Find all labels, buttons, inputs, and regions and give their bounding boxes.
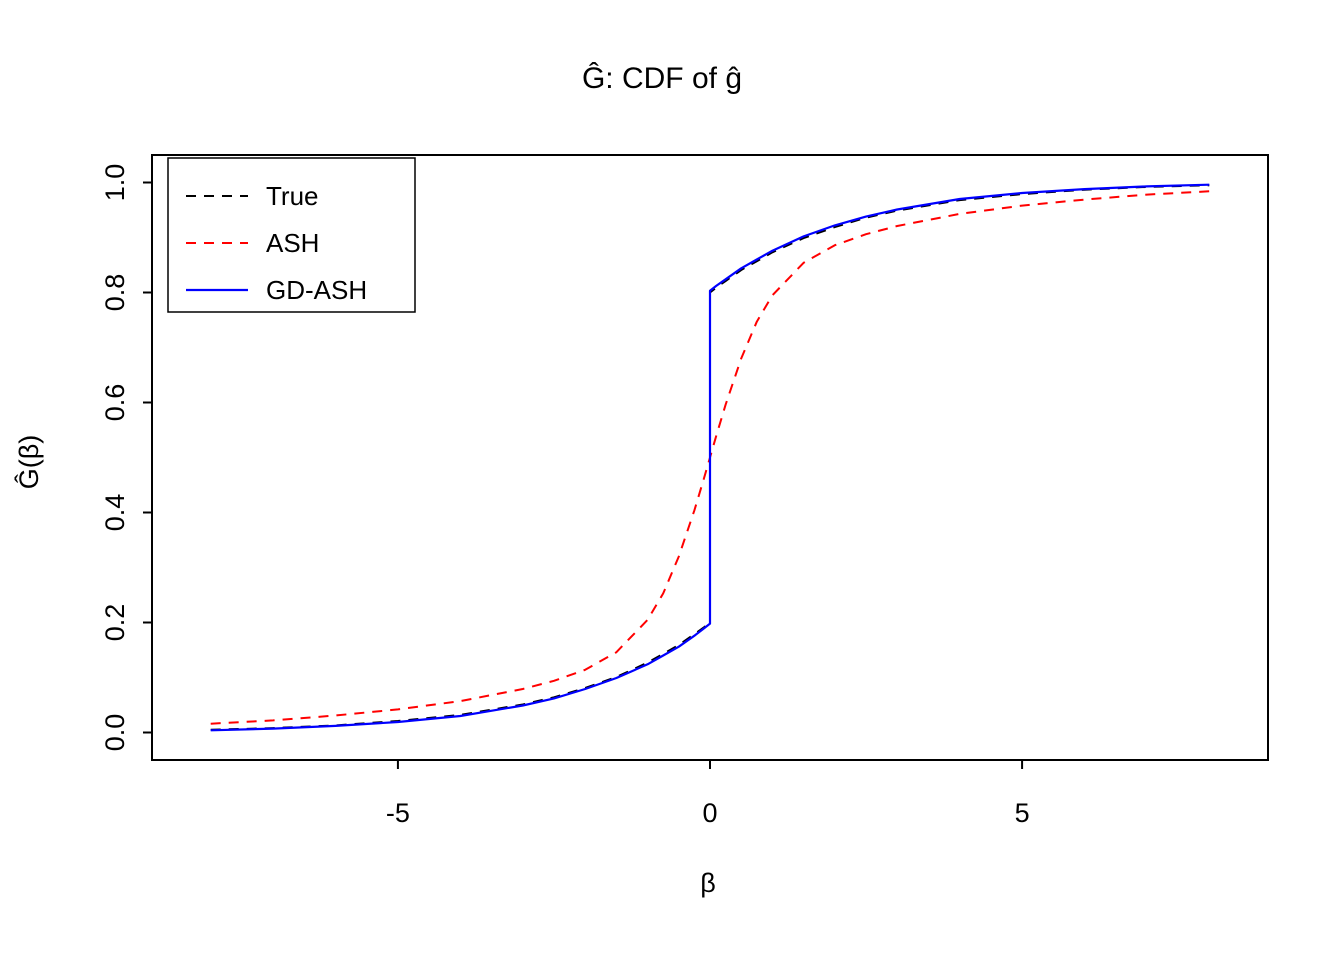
legend-label-gd-ash: GD-ASH [266, 275, 367, 305]
y-tick-label: 0.6 [100, 384, 130, 422]
y-tick-label: 0.8 [100, 274, 130, 312]
axis-ticks [143, 181, 1024, 769]
legend-label-true: True [266, 181, 319, 211]
x-axis-label: β [700, 868, 716, 898]
y-axis-label: Ĝ(β) [13, 435, 44, 490]
y-tick-label: 0.4 [100, 494, 130, 532]
legend-label-ash: ASH [266, 228, 319, 258]
y-tick-label: 1.0 [100, 164, 130, 202]
x-tick-label: -5 [386, 798, 410, 828]
curves [210, 183, 1210, 732]
chart-title: Ĝ: CDF of ĝ [582, 61, 742, 95]
y-tick-label: 0.0 [100, 714, 130, 752]
x-tick-label: 0 [702, 798, 717, 828]
tick-labels: -5 0 5 0.0 0.2 0.4 0.6 0.8 1.0 [100, 164, 1030, 828]
legend-box [167, 157, 416, 313]
y-tick-label: 0.2 [100, 604, 130, 642]
x-tick-label: 5 [1015, 798, 1030, 828]
series-gd-ash [210, 183, 1210, 732]
legend: True ASH GD-ASH [167, 157, 416, 313]
